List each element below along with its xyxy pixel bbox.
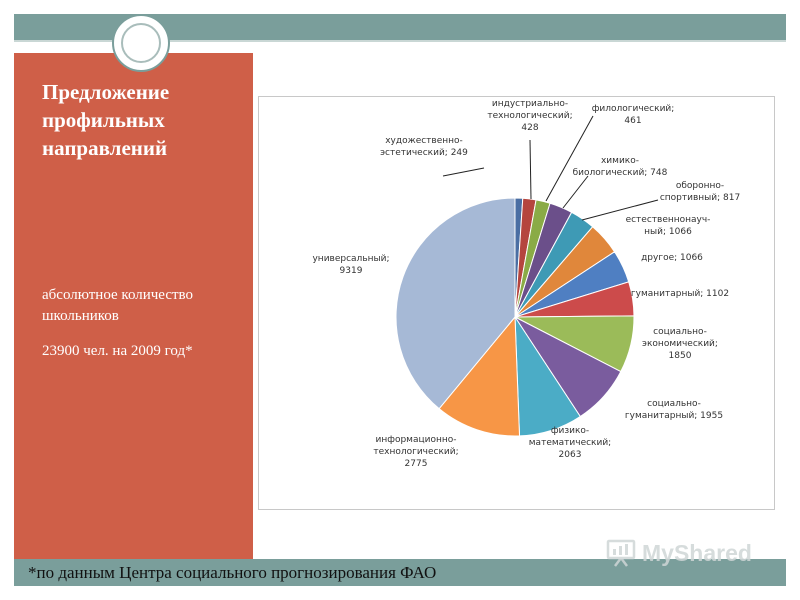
pie-slice-label: филологический; 461: [592, 104, 675, 126]
left-panel: [14, 53, 253, 559]
pie-slice-label: гуманитарный; 1102: [631, 289, 729, 299]
pie-slice-label: естественнонауч-ный; 1066: [626, 215, 711, 237]
pie-slice-label: универсальный; 9319: [312, 254, 389, 276]
pie-chart: художественно-эстетический; 249 индустриа…: [312, 99, 740, 469]
pie-slice-label: художественно-эстетический; 249: [380, 136, 468, 158]
watermark: MyShared: [606, 536, 752, 570]
pie-slice-label: химико-биологический; 748: [573, 156, 668, 178]
pie-slice-label: физико-математический; 2063: [529, 426, 611, 460]
pie-slice-label: социально-экономический; 1850: [642, 327, 718, 361]
footer-band: [14, 559, 786, 586]
footnote: *по данным Центра социального прогнозиро…: [28, 563, 437, 582]
label-leader-line: [442, 167, 485, 177]
pie-slice-label: индустриально-технологический; 428: [487, 99, 572, 133]
presentation-icon: [606, 539, 636, 567]
label-leader-line: [545, 115, 594, 202]
top-band-line: [14, 40, 786, 42]
slide-circle-ornament-inner: [121, 23, 161, 63]
label-leader-line: [581, 199, 659, 221]
total-count: 23900 чел. на 2009 год*: [42, 343, 193, 359]
pie-slice-label: информационно-технологический; 2775: [373, 435, 458, 469]
pie-slice-label: другое; 1066: [641, 253, 703, 263]
pie-slice-label: оборонно-спортивный; 817: [660, 181, 740, 203]
watermark-text: MyShared: [642, 539, 752, 566]
label-leader-line: [562, 175, 589, 209]
label-leader-line: [529, 139, 532, 200]
pie-slice-label: социально-гуманитарный; 1955: [625, 399, 723, 421]
pie-slice: [438, 315, 521, 437]
slide-subtitle: абсолютное количество школьников: [42, 287, 194, 324]
slide-title: Предложение профильных направлений: [42, 80, 170, 160]
pie-slice: [395, 197, 516, 410]
